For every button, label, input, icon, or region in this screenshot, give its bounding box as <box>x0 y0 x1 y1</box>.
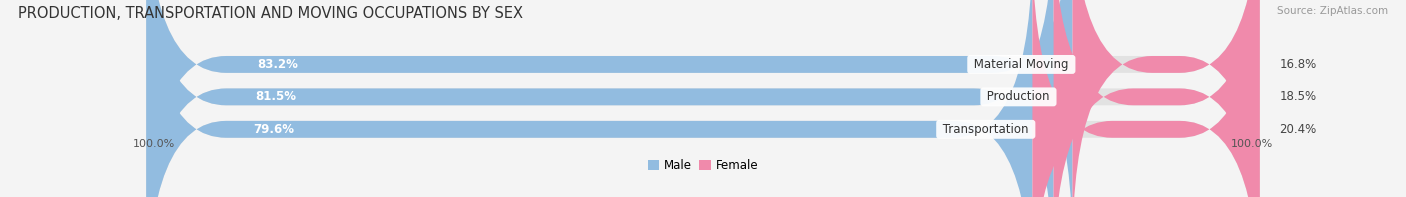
Text: Production: Production <box>983 90 1053 103</box>
FancyBboxPatch shape <box>1053 0 1260 197</box>
Text: Material Moving: Material Moving <box>970 58 1073 71</box>
Text: 81.5%: 81.5% <box>256 90 297 103</box>
FancyBboxPatch shape <box>146 0 1260 197</box>
Text: 79.6%: 79.6% <box>253 123 294 136</box>
Text: 20.4%: 20.4% <box>1279 123 1316 136</box>
Legend: Male, Female: Male, Female <box>648 159 758 172</box>
FancyBboxPatch shape <box>146 0 1053 197</box>
FancyBboxPatch shape <box>1032 0 1260 197</box>
FancyBboxPatch shape <box>146 0 1073 197</box>
Text: 83.2%: 83.2% <box>257 58 298 71</box>
FancyBboxPatch shape <box>146 0 1032 197</box>
Text: 100.0%: 100.0% <box>1230 139 1272 150</box>
FancyBboxPatch shape <box>1073 0 1260 197</box>
Text: Source: ZipAtlas.com: Source: ZipAtlas.com <box>1277 6 1388 16</box>
FancyBboxPatch shape <box>146 0 1260 197</box>
Text: 18.5%: 18.5% <box>1279 90 1316 103</box>
Text: 16.8%: 16.8% <box>1279 58 1316 71</box>
FancyBboxPatch shape <box>146 0 1260 197</box>
Text: PRODUCTION, TRANSPORTATION AND MOVING OCCUPATIONS BY SEX: PRODUCTION, TRANSPORTATION AND MOVING OC… <box>18 6 523 21</box>
Text: Transportation: Transportation <box>939 123 1032 136</box>
Text: 100.0%: 100.0% <box>134 139 176 150</box>
